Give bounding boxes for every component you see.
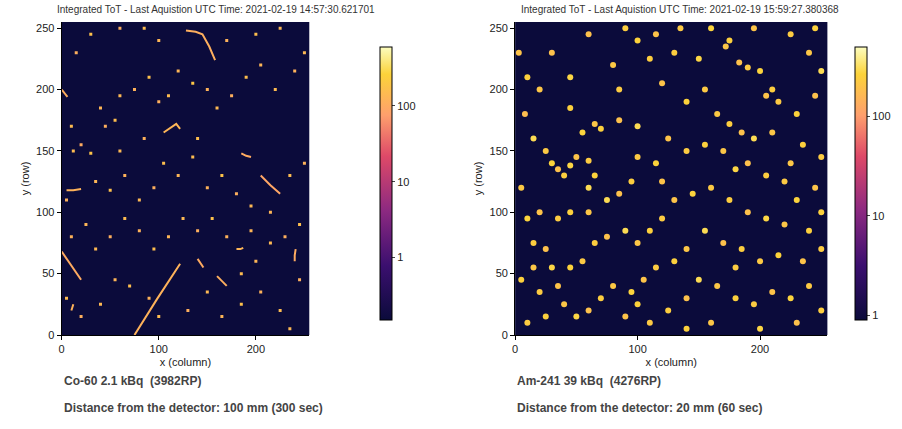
svg-text:Integrated ToT - Last Aquistio: Integrated ToT - Last Aquistion UTC Time… xyxy=(57,4,375,15)
svg-text:200: 200 xyxy=(247,343,265,355)
svg-text:50: 50 xyxy=(496,267,508,279)
svg-text:100: 100 xyxy=(628,343,646,355)
svg-text:0: 0 xyxy=(502,329,508,341)
svg-text:1: 1 xyxy=(872,309,878,321)
svg-text:Am-241 39 kBq (4276RP): Am-241 39 kBq (4276RP) xyxy=(517,374,661,388)
svg-text:200: 200 xyxy=(36,83,54,95)
svg-text:x (column): x (column) xyxy=(646,356,697,368)
svg-text:1: 1 xyxy=(397,251,403,263)
svg-text:0: 0 xyxy=(48,329,54,341)
svg-text:200: 200 xyxy=(751,343,769,355)
svg-text:Distance from the detector: 20: Distance from the detector: 20 mm (60 se… xyxy=(517,401,762,415)
svg-text:y (row): y (row) xyxy=(19,162,31,196)
svg-text:10: 10 xyxy=(397,176,409,188)
svg-text:0: 0 xyxy=(59,343,65,355)
svg-text:100: 100 xyxy=(872,110,890,122)
svg-text:0: 0 xyxy=(512,343,518,355)
svg-text:Co-60 2.1 kBq (3982RP): Co-60 2.1 kBq (3982RP) xyxy=(64,374,201,388)
svg-text:100: 100 xyxy=(490,206,508,218)
svg-text:x (column): x (column) xyxy=(160,356,211,368)
svg-text:Distance from the detector: 10: Distance from the detector: 100 mm (300 … xyxy=(64,401,323,415)
svg-text:100: 100 xyxy=(397,100,415,112)
svg-text:100: 100 xyxy=(150,343,168,355)
svg-text:200: 200 xyxy=(490,83,508,95)
svg-text:10: 10 xyxy=(872,210,884,222)
svg-text:150: 150 xyxy=(490,145,508,157)
svg-text:150: 150 xyxy=(36,145,54,157)
svg-text:250: 250 xyxy=(36,22,54,34)
svg-text:100: 100 xyxy=(36,206,54,218)
svg-text:50: 50 xyxy=(42,267,54,279)
svg-text:250: 250 xyxy=(490,22,508,34)
svg-text:Integrated ToT - Last Aquistio: Integrated ToT - Last Aquistion UTC Time… xyxy=(521,4,839,15)
svg-text:y (row): y (row) xyxy=(472,162,484,196)
